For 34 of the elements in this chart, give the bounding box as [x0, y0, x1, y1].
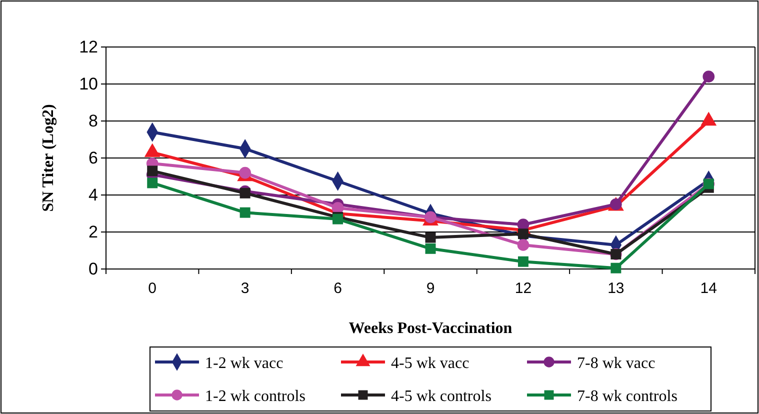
y-axis-title: SN Titer (Log2)	[40, 104, 57, 212]
x-tick-label: 13	[608, 280, 624, 297]
x-tick-label: 14	[700, 280, 717, 297]
legend-label: 7-8 wk vacc	[577, 355, 656, 372]
x-tick-label: 6	[334, 280, 342, 297]
y-tick-label: 10	[79, 74, 98, 94]
point	[147, 166, 158, 176]
y-tick-label: 2	[88, 222, 98, 242]
x-tick-label: 3	[240, 280, 250, 297]
x-tick-label: 9	[426, 280, 435, 297]
legend-label: 4-5 wk controls	[391, 388, 492, 405]
point	[610, 262, 622, 274]
x-axis-title: Weeks Post-Vaccination	[348, 320, 512, 337]
y-tick-label: 6	[88, 148, 98, 168]
legend-label: 4-5 wk vacc	[391, 355, 470, 372]
legend-label: 1-2 wk controls	[205, 388, 306, 405]
x-tick-label: 12	[514, 280, 532, 297]
point	[240, 207, 250, 218]
y-tick-label: 8	[88, 111, 98, 130]
point	[518, 256, 528, 267]
point	[702, 70, 715, 83]
point	[425, 232, 436, 243]
y-tick-label: 4	[88, 185, 98, 204]
legend-label: 1-2 wk vacc	[205, 355, 284, 372]
point	[425, 243, 436, 254]
point	[517, 239, 530, 251]
y-tick-label: 0	[88, 259, 98, 278]
point	[518, 228, 528, 240]
legend-label: 7-8 wk controls	[577, 388, 678, 405]
point	[147, 178, 158, 188]
x-tick-label: 0	[148, 280, 157, 297]
point	[240, 188, 250, 198]
y-tick-label: 12	[79, 37, 98, 56]
point	[239, 166, 251, 179]
